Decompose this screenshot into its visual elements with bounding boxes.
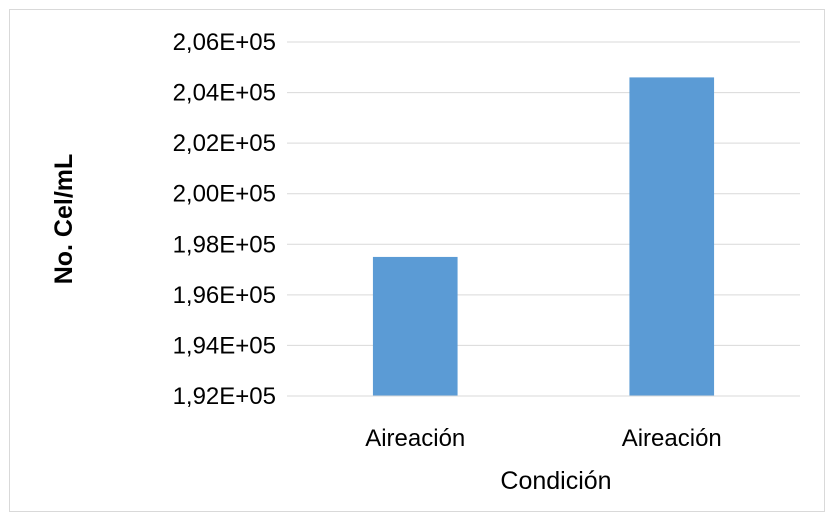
x-axis-label: Condición xyxy=(500,467,611,495)
y-tick-label: 1,98E+05 xyxy=(173,231,276,258)
bar xyxy=(629,77,715,397)
y-axis-label: No. Cel/mL xyxy=(50,154,78,285)
y-axis-ticks: 1,92E+05 1,94E+05 1,96E+05 1,98E+05 2,00E+05… xyxy=(173,29,276,410)
y-tick-label: 2,02E+05 xyxy=(173,130,276,157)
y-tick-label: 2,00E+05 xyxy=(173,181,276,208)
bars xyxy=(372,77,715,397)
y-tick-label: 1,94E+05 xyxy=(173,332,276,359)
y-tick-label: 1,96E+05 xyxy=(173,282,276,309)
y-tick-label: 2,04E+05 xyxy=(173,80,276,107)
x-tick-label: Aireación xyxy=(622,425,722,452)
bar xyxy=(372,256,458,396)
gridlines xyxy=(287,41,800,346)
x-axis-ticks: Aireación Aireación xyxy=(365,425,722,452)
x-tick-label: Aireación xyxy=(365,425,465,452)
y-tick-label: 2,06E+05 xyxy=(173,29,276,56)
y-tick-label: 1,92E+05 xyxy=(173,383,276,410)
